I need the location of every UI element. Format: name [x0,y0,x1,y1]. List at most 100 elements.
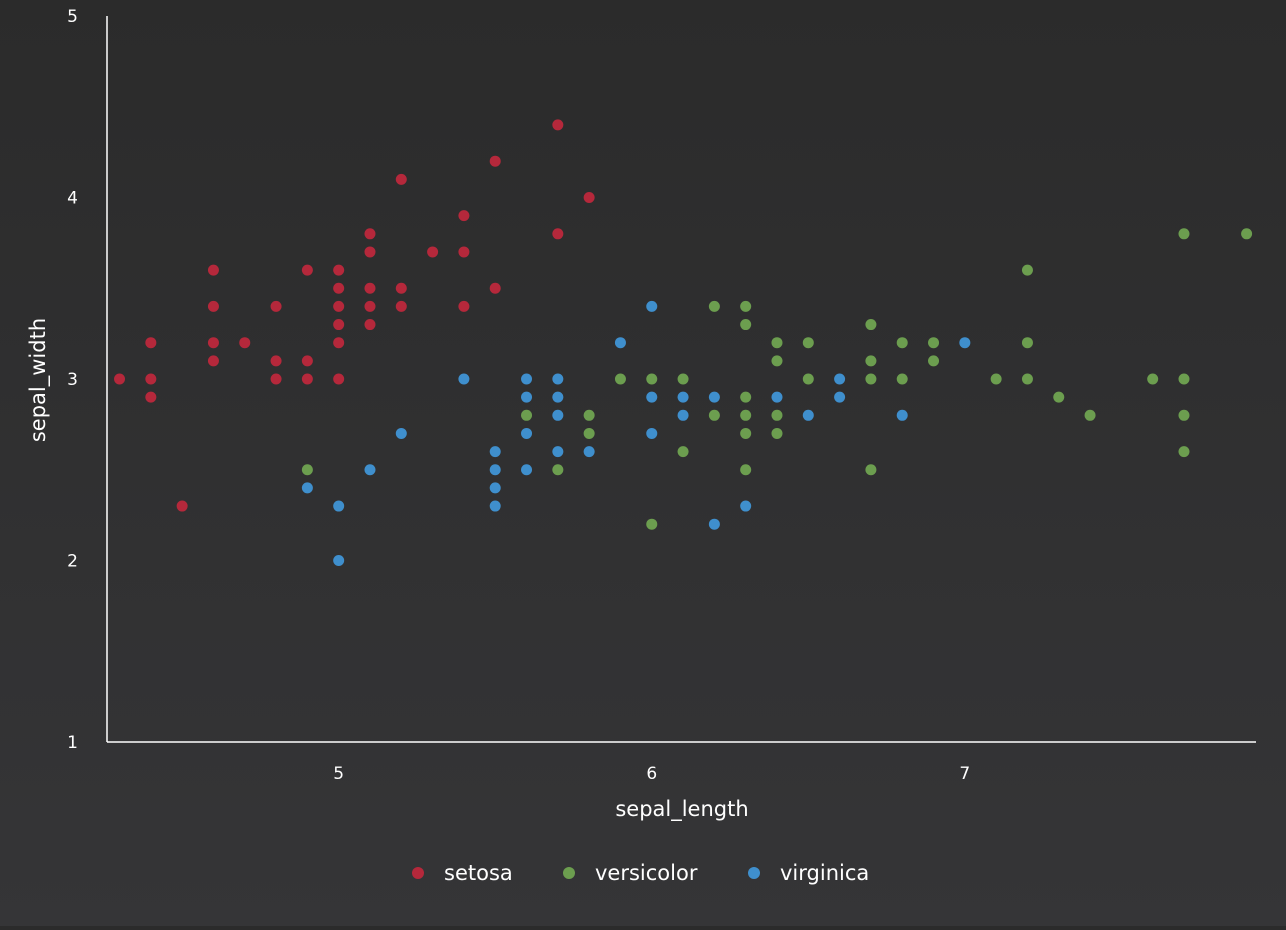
data-point-virginica [489,446,501,458]
data-point-setosa [301,264,313,276]
data-point-setosa [145,391,157,403]
data-point-virginica [677,409,689,421]
data-point-virginica [552,373,564,385]
x-axis-title: sepal_length [615,797,748,822]
data-point-versicolor [740,427,752,439]
data-point-versicolor [1178,446,1190,458]
data-point-versicolor [552,464,564,476]
data-point-versicolor [583,409,595,421]
data-point-versicolor [677,373,689,385]
data-point-setosa [207,337,219,349]
data-point-versicolor [771,409,783,421]
data-point-versicolor [708,300,720,312]
data-point-virginica [646,427,658,439]
data-point-setosa [333,300,345,312]
data-point-versicolor [802,373,814,385]
data-point-setosa [395,300,407,312]
data-point-virginica [552,409,564,421]
y-axis-title: sepal_width [26,318,51,442]
data-point-virginica [489,482,501,494]
data-point-setosa [458,246,470,258]
data-point-setosa [333,337,345,349]
x-tick-label: 6 [646,764,657,784]
data-point-virginica [708,391,720,403]
data-point-virginica [521,391,533,403]
data-point-versicolor [865,373,877,385]
data-point-virginica [364,464,376,476]
data-point-setosa [145,337,157,349]
y-tick-label: 5 [67,7,78,27]
data-point-virginica [834,391,846,403]
data-point-setosa [364,246,376,258]
data-point-virginica [521,427,533,439]
legend-label: virginica [780,861,869,885]
data-point-setosa [301,373,313,385]
legend-item-virginica: virginica [748,861,869,885]
data-point-versicolor [771,355,783,367]
data-point-virginica [740,500,752,512]
data-point-versicolor [1021,264,1033,276]
data-point-virginica [646,300,658,312]
data-point-versicolor [646,518,658,530]
data-point-versicolor [740,409,752,421]
data-point-setosa [395,282,407,294]
x-tick-label: 7 [959,764,970,784]
data-point-setosa [364,282,376,294]
data-point-setosa [333,373,345,385]
data-point-setosa [114,373,126,385]
data-point-versicolor [740,300,752,312]
data-point-virginica [646,391,658,403]
data-point-versicolor [802,337,814,349]
data-point-setosa [489,155,501,167]
legend-marker [412,867,424,879]
data-point-versicolor [865,355,877,367]
data-point-setosa [270,355,282,367]
data-point-versicolor [928,337,940,349]
data-point-virginica [552,446,564,458]
data-point-versicolor [771,337,783,349]
data-point-virginica [489,464,501,476]
legend-marker [563,867,575,879]
data-point-versicolor [1053,391,1065,403]
data-point-setosa [239,337,251,349]
data-point-setosa [364,228,376,240]
data-point-virginica [802,409,814,421]
data-point-versicolor [896,373,908,385]
legend: setosa versicolor virginica [412,861,869,885]
data-point-virginica [959,337,971,349]
data-point-versicolor [1241,228,1253,240]
data-point-virginica [301,482,313,494]
axes [106,16,1256,743]
data-point-versicolor [301,464,313,476]
data-point-versicolor [521,409,533,421]
legend-item-setosa: setosa [412,861,513,885]
data-point-versicolor [1178,373,1190,385]
data-points [114,119,1253,566]
data-point-virginica [489,500,501,512]
data-point-setosa [333,282,345,294]
data-point-setosa [583,192,595,203]
data-point-versicolor [865,464,877,476]
data-point-versicolor [1147,373,1159,385]
data-point-setosa [364,319,376,331]
data-point-virginica [333,555,345,566]
data-point-setosa [207,355,219,367]
data-point-setosa [207,300,219,312]
data-point-versicolor [708,409,720,421]
data-point-setosa [207,264,219,276]
legend-marker [748,867,760,879]
legend-item-versicolor: versicolor [563,861,698,885]
data-point-virginica [395,427,407,439]
data-point-versicolor [740,319,752,331]
legend-label: versicolor [595,861,698,885]
data-point-versicolor [990,373,1002,385]
data-point-virginica [583,446,595,458]
data-point-versicolor [1084,409,1096,421]
data-point-setosa [333,264,345,276]
data-point-versicolor [865,319,877,331]
data-point-versicolor [1021,373,1033,385]
data-point-virginica [677,391,689,403]
data-point-versicolor [1021,337,1033,349]
x-tick-label: 5 [333,764,344,784]
